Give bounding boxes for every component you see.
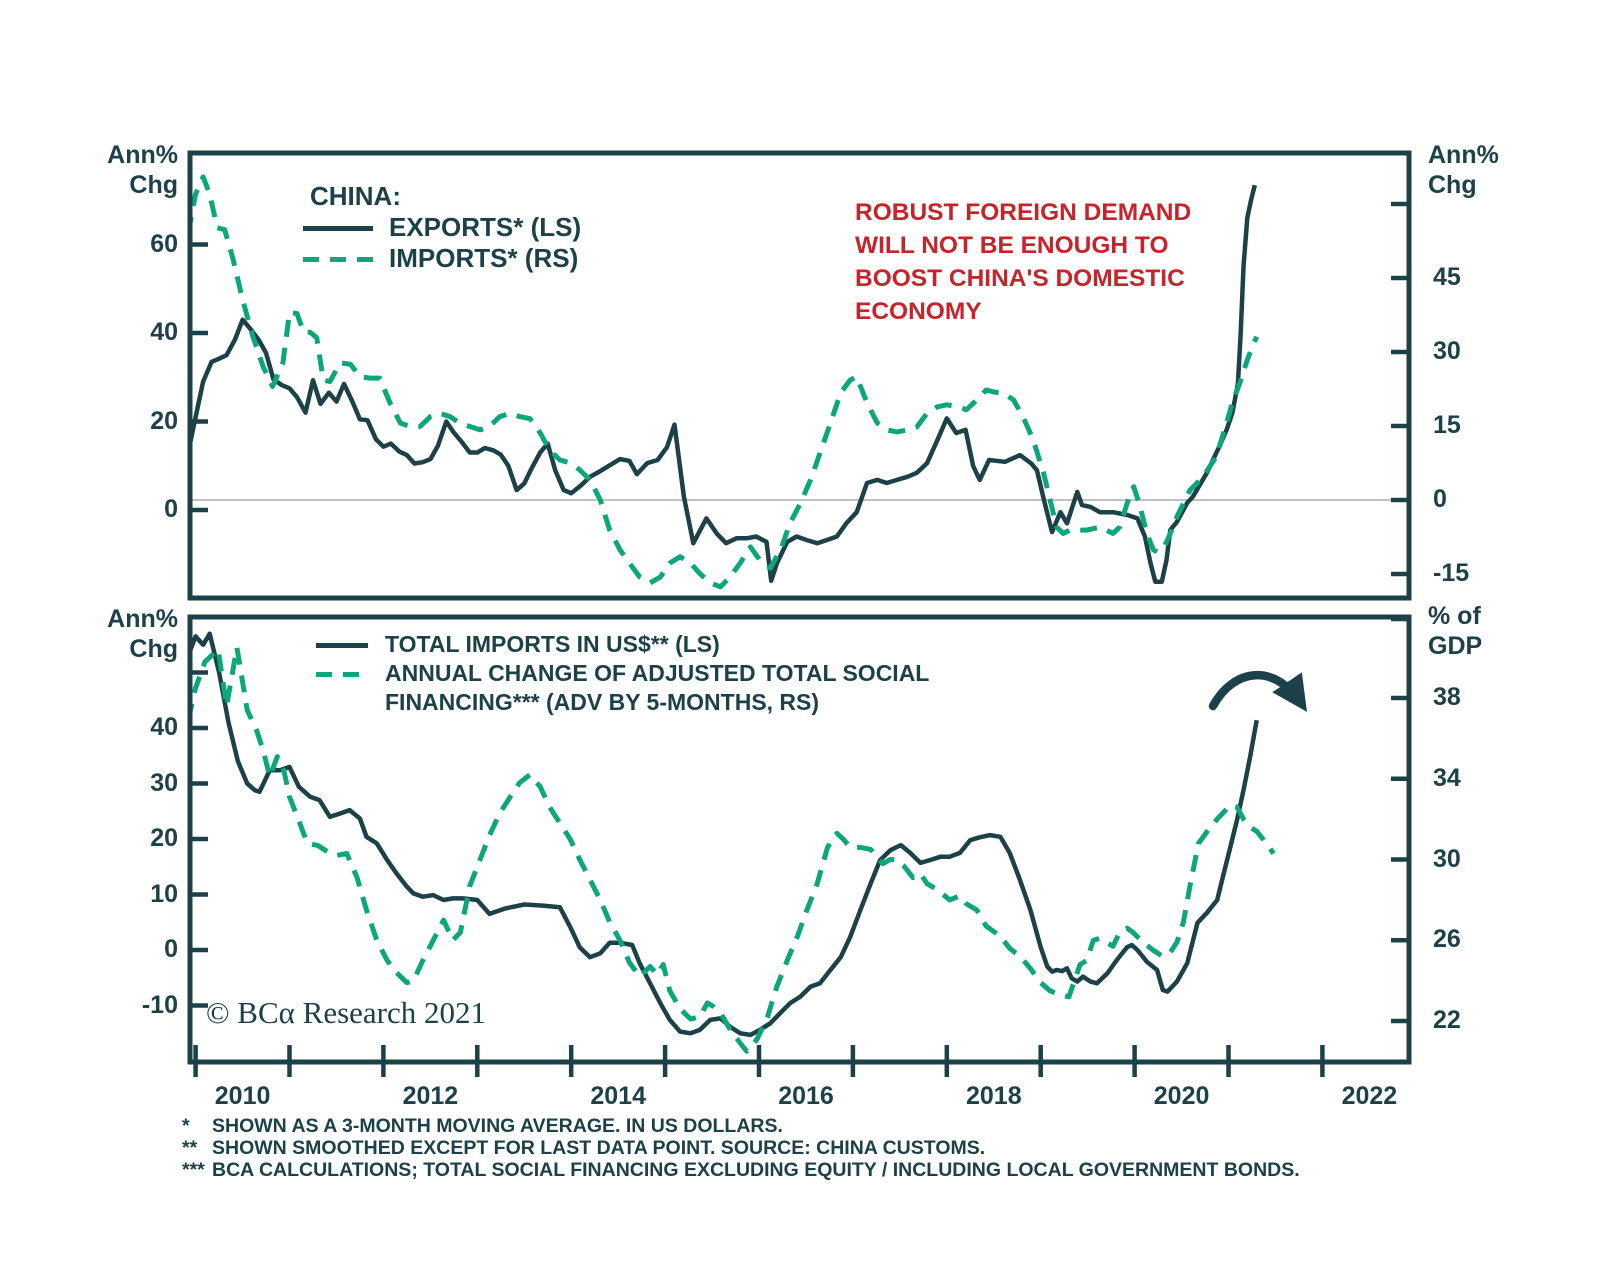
bottom-legend-tsf-label: ANNUAL CHANGE OF ADJUSTED TOTAL SOCIAL F… [385,660,930,715]
bottom-right-axis-unit: % of GDP [1428,602,1483,660]
x-axis-year-label: 2010 [214,1082,271,1110]
right-axis-tick-label: 0 [1433,485,1447,513]
footnote-1: * SHOWN AS A 3-MONTH MOVING AVERAGE. IN … [182,1115,783,1138]
left-axis-tick-label: 60 [150,229,178,258]
total-imports-line-sample-icon [316,643,368,648]
footnote-3: *** BCA CALCULATIONS; TOTAL SOCIAL FINAN… [182,1159,1300,1182]
red-annotation-text: ROBUST FOREIGN DEMAND WILL NOT BE ENOUGH… [855,199,1192,325]
right-axis-tick-label: 22 [1433,1006,1461,1035]
imports-line-sample-icon [303,257,373,262]
x-axis-year-label: 2012 [402,1082,459,1110]
footnote-2-marker: ** [182,1137,198,1159]
footnote-2-text: SHOWN SMOOTHED EXCEPT FOR LAST DATA POIN… [212,1137,986,1159]
footnote-2: ** SHOWN SMOOTHED EXCEPT FOR LAST DATA P… [182,1137,985,1160]
footnote-1-marker: * [182,1115,190,1137]
left-axis-tick-label: 20 [150,824,178,852]
left-axis-tick-label: 30 [150,768,178,797]
left-axis-tick-label: 10 [150,879,178,908]
right-axis-tick-label: 15 [1433,411,1461,439]
left-axis-tick-label: 20 [150,406,178,435]
right-axis-tick-label: 45 [1433,263,1461,291]
top-legend-exports-label: EXPORTS* (LS) [389,212,582,242]
top-left-axis-unit: Ann% Chg [107,141,178,199]
top-right-axis-unit: Ann% Chg [1428,141,1499,199]
x-axis-year-label: 2016 [778,1082,834,1110]
x-axis-year-label: 2014 [590,1082,646,1110]
top-legend-imports-label: IMPORTS* (RS) [389,243,579,273]
right-axis-tick-label: 34 [1433,763,1461,792]
left-axis-tick-label: 0 [164,935,178,963]
x-axis-year-label: 2022 [1341,1082,1398,1110]
bottom-left-axis-unit: Ann% Chg [107,605,178,663]
copyright-watermark: © BCα Research 2021 [206,995,486,1030]
x-axis-year-label: 2018 [965,1082,1022,1110]
left-axis-tick-label: 40 [150,713,178,741]
tsf-line-sample-icon [316,672,368,677]
left-axis-tick-label: 40 [150,318,178,346]
x-axis-year-label: 2020 [1153,1082,1210,1110]
left-axis-tick-label: -10 [141,990,178,1019]
right-axis-tick-label: 30 [1433,844,1461,873]
left-axis-tick-label: 0 [164,495,178,523]
top-legend-title: CHINA: [310,181,401,211]
right-axis-tick-label: 26 [1433,925,1461,954]
bottom-legend-total-imports-label: TOTAL IMPORTS IN US$** (LS) [385,631,720,657]
exports-line-sample-icon [303,226,373,231]
footnote-3-marker: *** [182,1159,205,1181]
footnote-1-text: SHOWN AS A 3-MONTH MOVING AVERAGE. IN US… [212,1115,783,1137]
right-axis-tick-label: 38 [1433,683,1461,711]
footnote-3-text: BCA CALCULATIONS; TOTAL SOCIAL FINANCING… [212,1159,1300,1181]
right-axis-tick-label: 30 [1433,337,1461,365]
right-axis-tick-label: -15 [1433,558,1470,587]
